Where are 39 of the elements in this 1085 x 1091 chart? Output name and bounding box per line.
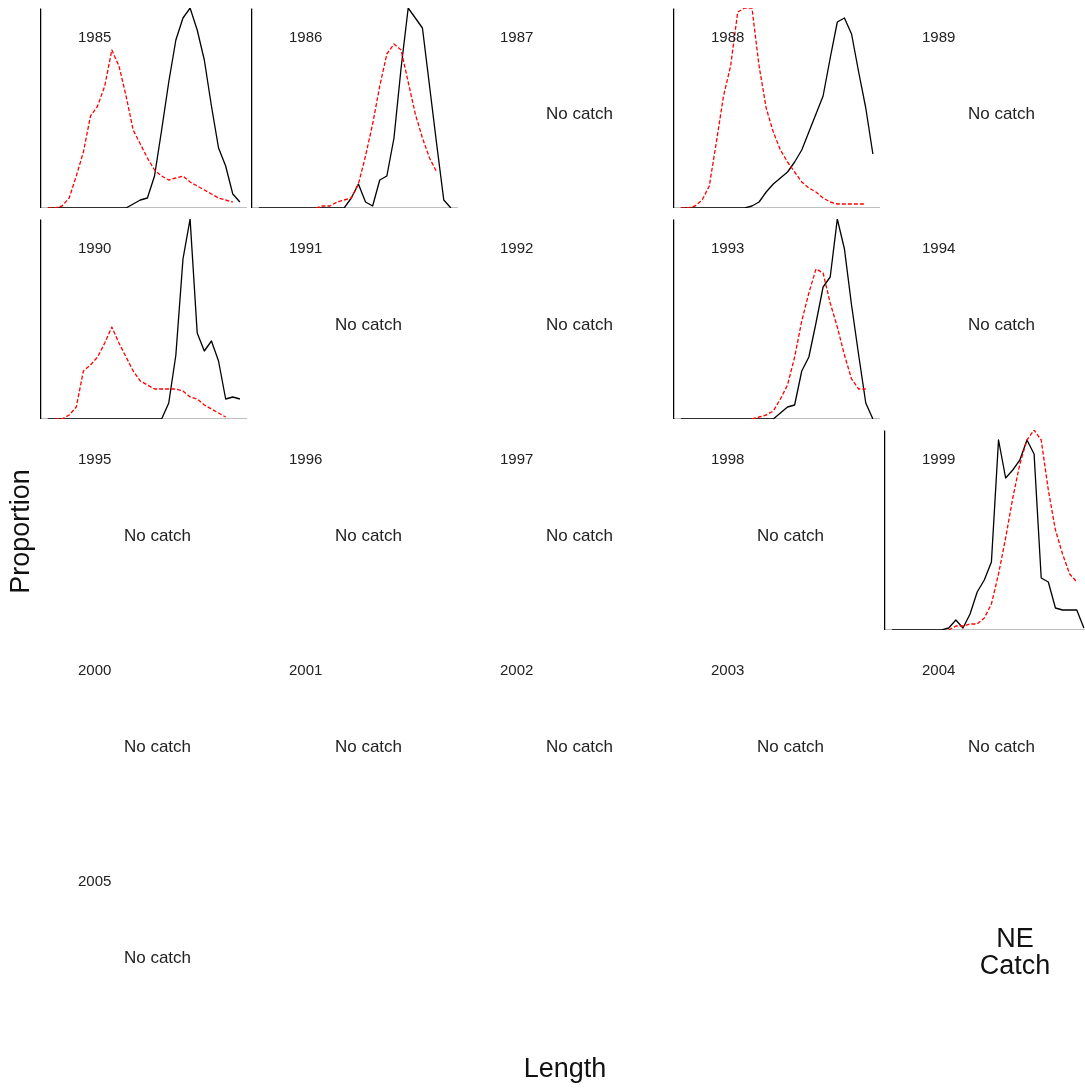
text: Length [522,1053,608,1084]
text: 2004 [922,661,956,678]
text: NE Catch [978,923,1052,980]
text: 2005 [78,872,112,889]
text: 1995 [78,450,112,467]
text: 2000 [78,661,112,678]
text: No catch [333,315,404,335]
text: No catch [966,315,1037,335]
text: No catch [122,948,193,968]
text: No catch [544,104,615,124]
text: 1998 [711,450,745,467]
text: 1993 [711,239,745,256]
text: 1991 [289,239,323,256]
text: Proportion [4,468,36,596]
text: No catch [544,315,615,335]
text: No catch [333,526,404,546]
text: 1989 [922,28,956,45]
text: No catch [544,737,615,757]
text: No catch [122,526,193,546]
text: 1999 [922,450,956,467]
text: 1986 [289,28,323,45]
text: 1997 [500,450,534,467]
text: No catch [333,737,404,757]
text: 1992 [500,239,534,256]
text: No catch [966,104,1037,124]
text: 2001 [289,661,323,678]
text: 2002 [500,661,534,678]
text: No catch [966,737,1037,757]
text: 2003 [711,661,745,678]
text: 1994 [922,239,956,256]
text: No catch [122,737,193,757]
text: 1996 [289,450,323,467]
text: 1987 [500,28,534,45]
text: 1990 [78,239,112,256]
text: No catch [755,526,826,546]
text: 1985 [78,28,112,45]
text: 1988 [711,28,745,45]
text: No catch [544,526,615,546]
text: No catch [755,737,826,757]
